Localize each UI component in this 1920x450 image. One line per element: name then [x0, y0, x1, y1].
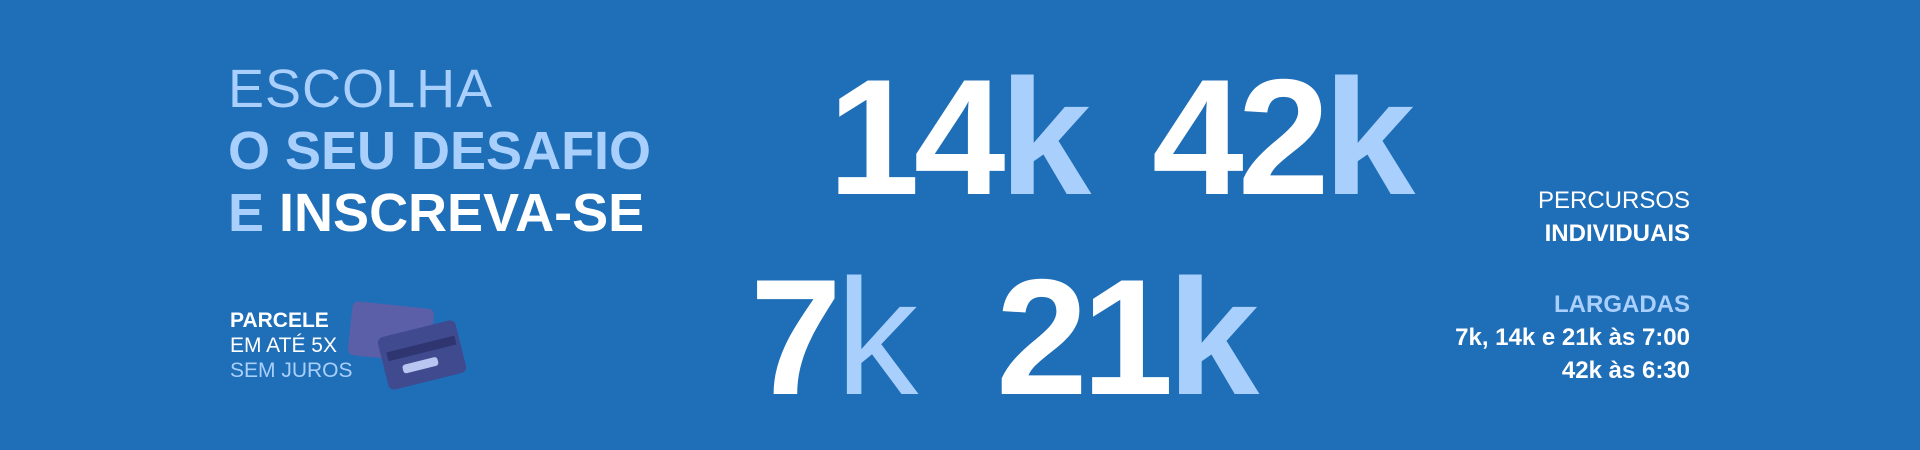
installments-line-2: EM ATÉ 5X — [230, 334, 337, 357]
headline-line-3-rest: INSCREVA-SE — [279, 183, 645, 243]
distance-number: 14 — [828, 45, 1006, 229]
distance-unit: k — [1323, 45, 1416, 229]
installments-line-1: PARCELE — [230, 309, 329, 332]
distance-14k: 14k — [828, 55, 1091, 220]
headline-line-3: E INSCREVA-SE — [228, 182, 651, 244]
distance-7k: 7k — [750, 255, 918, 420]
distance-number: 21 — [996, 245, 1174, 429]
start-times-title: LARGADAS — [1554, 291, 1690, 318]
start-times-line-1: 7k, 14k e 21k às 7:00 — [1455, 324, 1690, 351]
headline: ESCOLHA O SEU DESAFIO E INSCREVA-SE — [228, 58, 651, 244]
headline-line-2: O SEU DESAFIO — [228, 121, 652, 181]
distance-number: 7 — [750, 245, 842, 429]
routes-line-1: PERCURSOS — [1537, 187, 1690, 214]
headline-line-1: ESCOLHA — [228, 59, 494, 119]
credit-card-icon — [348, 301, 467, 390]
routes-line-2: INDIVIDUAIS — [1544, 220, 1690, 247]
distance-unit: k — [999, 45, 1092, 229]
start-times-info: LARGADAS 7k, 14k e 21k às 7:00 42k às 6:… — [1455, 288, 1690, 387]
distance-unit: k — [1167, 245, 1260, 429]
installments-text: PARCELE EM ATÉ 5X SEM JUROS — [230, 308, 353, 383]
distance-42k: 42k — [1152, 55, 1415, 220]
headline-accent: E — [228, 183, 265, 243]
distance-number: 42 — [1152, 45, 1330, 229]
distance-unit: k — [835, 245, 918, 429]
distance-21k: 21k — [996, 255, 1259, 420]
start-times-line-2: 42k às 6:30 — [1561, 357, 1690, 384]
installments-line-3: SEM JUROS — [230, 359, 353, 382]
routes-info: PERCURSOS INDIVIDUAIS — [1538, 184, 1690, 250]
